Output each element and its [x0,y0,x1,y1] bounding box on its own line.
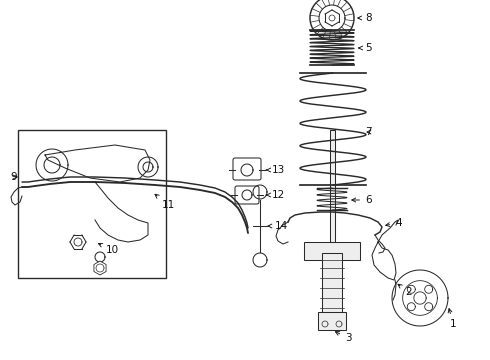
Text: 12: 12 [267,190,285,200]
Text: 5: 5 [359,43,371,53]
Text: 1: 1 [448,309,457,329]
Bar [318,312,346,330]
Bar [18,130,166,278]
Text: 9: 9 [10,172,17,182]
Text: 3: 3 [335,332,352,343]
Text: 2: 2 [398,284,412,297]
Text: 14: 14 [268,221,288,231]
Text: 4: 4 [386,218,402,228]
FancyBboxPatch shape [235,186,259,204]
Text: 13: 13 [267,165,285,175]
FancyBboxPatch shape [233,158,261,180]
Text: 8: 8 [358,13,371,23]
Bar [322,253,342,318]
Text: 7: 7 [365,127,371,137]
Text: 10: 10 [98,243,119,255]
Text: 11: 11 [155,194,175,210]
Bar [304,242,360,260]
Text: 6: 6 [352,195,371,205]
Bar [330,130,335,245]
